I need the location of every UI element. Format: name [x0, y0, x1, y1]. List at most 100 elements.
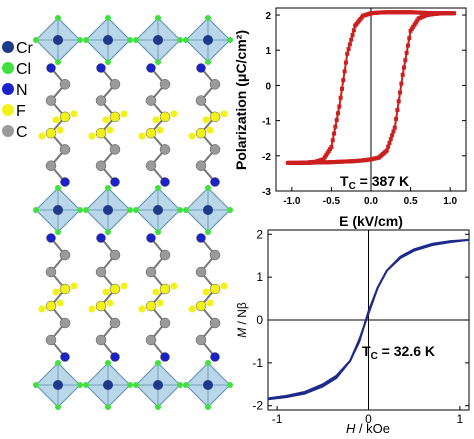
polarization-ticks: -1.0 -0.5 0.0 0.5 1.0 -3 -2 -1 0 1 2: [262, 11, 466, 207]
magnetization-ylabel: M / Nβ: [235, 302, 249, 338]
y-tick-label: 1: [265, 46, 271, 57]
series-2-point: [413, 20, 418, 25]
x-tick-label: -0.5: [323, 196, 341, 207]
n-atom: [196, 233, 206, 243]
n-atom: [46, 63, 56, 73]
f-atom: [202, 288, 210, 296]
y-tick-label: -1: [252, 356, 263, 370]
f-atom: [220, 282, 228, 290]
c-atom: [45, 160, 57, 171]
cl-atom: [155, 404, 161, 410]
c-atom: [109, 249, 121, 261]
legend-marker-cr: [2, 41, 14, 53]
f-atom: [138, 305, 146, 313]
series-1-point: [329, 145, 334, 150]
series-1-point: [341, 78, 346, 83]
magnetization-ticks: -1 0 1 -2 -1 0 1 2: [252, 227, 469, 426]
series-1-point: [333, 124, 338, 129]
f-atom: [170, 110, 178, 118]
f-atom: [109, 111, 121, 123]
n-atom: [210, 352, 220, 362]
series-1-point: [339, 86, 344, 91]
magnetization-xlabel: H / kOe: [346, 421, 390, 436]
legend-marker-c: [2, 125, 14, 137]
series-2-point: [396, 99, 401, 104]
series-2-point: [386, 144, 391, 149]
cl-atom: [55, 15, 61, 21]
series-2-point: [387, 140, 392, 145]
f-atom: [170, 282, 178, 290]
cl-atom: [105, 360, 111, 366]
cl-atom: [205, 59, 211, 65]
y-tick-label: 2: [265, 11, 271, 22]
series-1-point: [336, 111, 341, 116]
f-atom: [120, 110, 128, 118]
f-atom: [159, 111, 171, 123]
series-2-point: [398, 90, 403, 95]
n-atom: [110, 177, 120, 187]
series-2-point: [403, 58, 408, 63]
c-atom: [145, 160, 157, 171]
f-atom: [156, 299, 164, 307]
f-atom: [206, 299, 214, 307]
series-1-point: [324, 153, 329, 158]
cr-atom: [53, 205, 63, 215]
cl-atom: [127, 37, 133, 43]
series-2-point: [401, 65, 406, 70]
series-2-point: [407, 36, 412, 41]
cl-atom: [33, 207, 39, 213]
series-2-point: [409, 26, 414, 31]
f-atom: [56, 299, 64, 307]
series-2-point: [391, 129, 396, 134]
f-atom: [220, 110, 228, 118]
c-atom: [145, 334, 157, 346]
cl-atom: [55, 360, 61, 366]
cl-atom: [33, 382, 39, 388]
series-1-point: [321, 157, 326, 162]
c-atom: [95, 95, 107, 106]
series-1-point: [332, 131, 337, 136]
magnetization-chart: -1 0 1 -2 -1 0 1 2 TC = 32.6 K H / kOe M / Nβ: [235, 227, 470, 436]
f-atom: [145, 127, 157, 139]
series-1-point: [334, 118, 339, 123]
y-tick-label: 0: [265, 81, 271, 92]
c-atom: [45, 95, 57, 106]
cl-atom: [127, 382, 133, 388]
f-atom: [138, 132, 146, 140]
cr-atom: [203, 205, 213, 215]
c-atom: [159, 317, 171, 329]
cr-atom: [203, 35, 213, 45]
c-atom: [209, 249, 221, 261]
y-tick-label: -3: [262, 187, 271, 198]
c-atom: [95, 266, 107, 278]
legend-label-c: C: [16, 124, 28, 141]
f-atom: [52, 288, 60, 296]
f-atom: [56, 126, 64, 134]
n-atom: [160, 177, 170, 187]
n-atom: [60, 177, 70, 187]
series-1-point: [351, 28, 356, 33]
cl-atom: [183, 37, 189, 43]
c-atom: [95, 334, 107, 346]
cl-atom: [105, 185, 111, 191]
f-atom: [59, 283, 71, 295]
f-atom: [38, 305, 46, 313]
y-tick-label: 2: [256, 227, 263, 241]
cr-atom: [203, 380, 213, 390]
cr-atom: [153, 35, 163, 45]
legend-marker-cl: [2, 62, 14, 74]
f-atom: [95, 300, 107, 312]
f-atom: [88, 305, 96, 313]
f-atom: [109, 283, 121, 295]
series-1-point: [350, 32, 355, 37]
x-tick-label: 1: [457, 412, 464, 426]
n-atom: [110, 352, 120, 362]
series-1-point: [343, 60, 348, 65]
cr-atom: [153, 205, 163, 215]
c-atom: [195, 160, 207, 171]
series-2-point: [399, 81, 404, 86]
n-atom: [60, 352, 70, 362]
x-tick-label: 0.0: [364, 196, 378, 207]
cl-atom: [105, 59, 111, 65]
c-atom: [159, 249, 171, 261]
